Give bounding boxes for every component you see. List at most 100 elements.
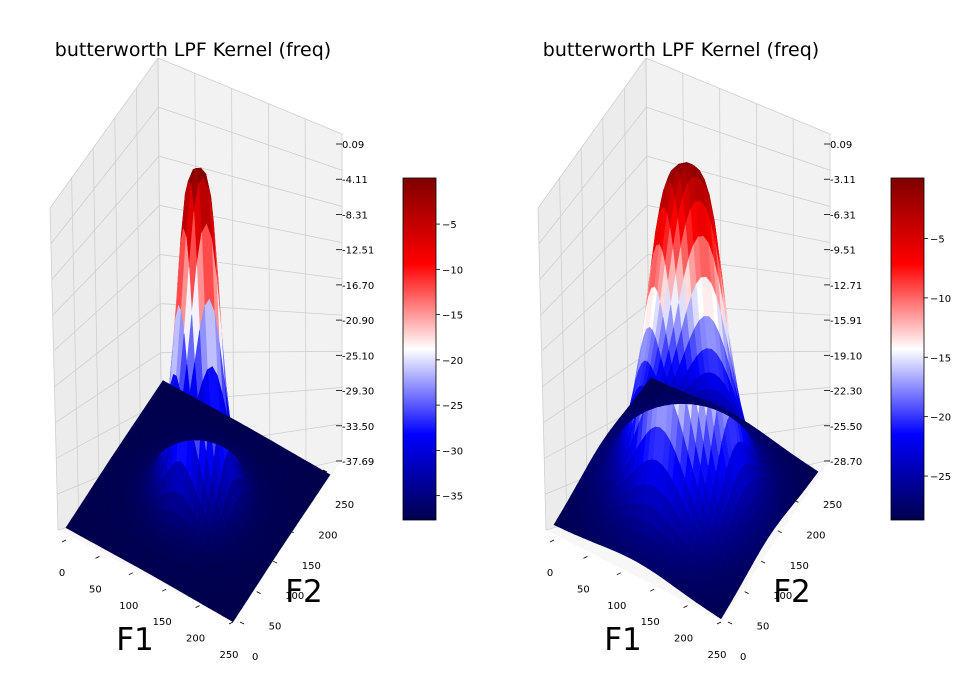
grid-line [792,118,795,469]
grid-line [304,118,307,469]
y-tick-label: 250 [335,500,354,511]
x-tick-label: 200 [186,634,205,645]
z-tick-label: 0.09 [830,140,852,151]
y-axis-label: F2 [285,574,323,610]
colorbar-tick-label: −25 [930,472,951,483]
z-tick-label: -37.69 [342,457,374,468]
grid-line [49,57,343,209]
y-tick-mark [744,591,749,594]
colorbar-tick-label: −30 [442,446,463,457]
z-tick-label: -25.50 [830,422,862,433]
y-tick-label: 150 [302,561,321,572]
x-tick-mark [162,588,167,592]
surface-facet [647,377,657,385]
colorbar-gradient [402,177,437,521]
z-tick-label: -33.50 [342,422,374,433]
y-tick-label: 250 [823,500,842,511]
back-pane-left [50,58,162,530]
z-tick-label: -3.11 [830,175,856,186]
x-axis-label: F1 [116,622,154,658]
y-tick-label: 150 [790,561,809,572]
chart-title: butterworth LPF Kernel (freq) [543,39,819,61]
y-tick-label: 50 [269,622,282,633]
chart-panel-right: butterworth LPF Kernel (freq) 0 50 100 150 2… [537,39,951,663]
colorbar-tick-label: −35 [442,492,463,503]
x-tick-mark [549,539,555,543]
colorbar-tick-label: −15 [930,353,951,364]
y-tick-mark [810,469,816,473]
grid-line [231,88,235,485]
x-tick-label: 50 [89,584,102,595]
grid-line [92,147,100,519]
colorbar-tick-label: −5 [930,234,945,245]
x-tick-label: 200 [674,634,693,645]
colorbar-tick-label: −5 [442,220,457,231]
x-tick-mark [228,621,234,625]
grid-line [267,103,271,477]
x-tick-mark [128,572,133,576]
z-tick-label: -16.70 [342,281,374,292]
chart-title: butterworth LPF Kernel (freq) [55,39,331,61]
x-tick-label: 0 [547,568,553,579]
axes-3d [49,57,343,620]
y-tick-mark [256,591,261,594]
x-tick-label: 150 [153,617,172,628]
grid-line [538,106,831,245]
grid-line [53,254,343,352]
x-tick-label: 50 [577,584,590,595]
back-pane-left [538,58,650,530]
z-tick-label: -22.30 [830,387,862,398]
grid-line [50,106,343,245]
colorbar-ticks: −5 −10 −15 −20 −25 −30 −35 [436,220,463,503]
colorbar: −5 −10 −15 −20 −25 [890,177,951,521]
colorbar-tick-label: −25 [442,401,463,412]
x-tick-mark [195,605,200,608]
y-tick-mark [239,621,245,625]
x-tick-mark [650,588,655,592]
z-axis: 0.09 -3.11 -6.31 -9.51 -12.71 -15.91 -19.10 -22… [824,140,862,468]
grid-line [54,303,343,388]
y-tick-mark [794,500,799,503]
colorbar-tick-label: −10 [442,265,463,276]
grid-line [51,155,343,280]
grid-line [559,177,568,525]
y-tick-mark [322,469,328,473]
x-tick-label: 250 [707,650,726,661]
colorbar-gradient [890,177,925,521]
x-tick-label: 100 [119,601,138,612]
z-tick-label: -25.10 [342,351,374,362]
z-axis: 0.09 -4.11 -8.31 -12.51 -16.70 -20.90 -25.10 -2… [336,140,374,468]
y-tick-label: 50 [757,622,770,633]
x-tick-mark [616,572,621,576]
grid-line [537,207,547,531]
colorbar-tick-label: −20 [442,356,463,367]
z-tick-label: -12.51 [342,246,374,257]
y-axis: 0 50 100 150 200 250 [239,469,354,663]
z-tick-label: -20.90 [342,316,374,327]
y-tick-label: 100 [773,591,792,602]
grid-line [580,147,588,519]
y-tick-label: 0 [252,652,258,663]
x-tick-mark [61,539,67,543]
y-axis: 0 50 100 150 200 250 [727,469,842,663]
y-tick-label: 200 [318,530,337,541]
grid-line [756,103,759,477]
surface-plot [553,162,819,620]
grid-line [541,254,831,352]
y-axis-label: F2 [773,574,811,610]
colorbar: −5 −10 −15 −20 −25 −30 −35 [402,177,463,521]
y-tick-mark [306,500,311,503]
surface-plot [65,167,331,623]
x-tick-label: 100 [607,601,626,612]
x-tick-label: 0 [59,568,65,579]
y-tick-mark [273,560,278,564]
grid-line [55,350,343,423]
z-tick-label: -15.91 [830,316,862,327]
z-tick-label: -29.30 [342,387,374,398]
grid-line [71,177,80,525]
z-tick-label: 0.09 [342,140,364,151]
x-tick-mark [95,556,100,559]
grid-line [49,207,59,531]
surface-facet [159,380,169,389]
